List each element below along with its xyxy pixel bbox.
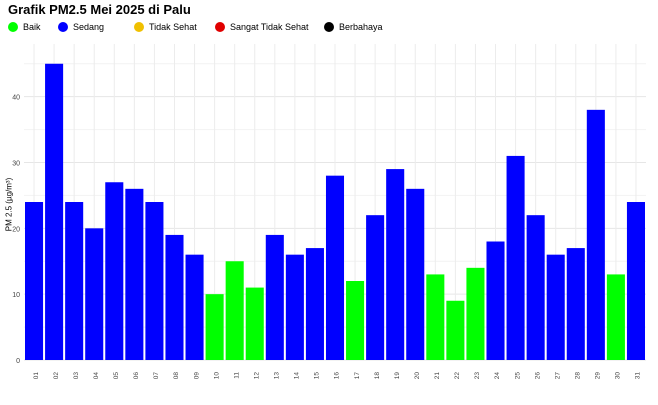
x-tick-label: 04 (93, 372, 100, 380)
bar (165, 234, 184, 360)
x-tick-label: 07 (153, 372, 160, 380)
x-tick-label: 01 (33, 372, 40, 380)
legend-swatch (215, 22, 225, 32)
x-tick-label: 09 (193, 372, 200, 380)
x-tick-label: 15 (314, 372, 321, 380)
x-tick-label: 19 (394, 372, 401, 380)
y-tick-label: 20 (12, 226, 20, 233)
bar (606, 274, 625, 360)
legend-label: Tidak Sehat (149, 22, 197, 32)
x-tick-label: 02 (53, 372, 60, 380)
x-tick-label: 25 (514, 372, 521, 380)
bar (486, 241, 505, 360)
legend-swatch (134, 22, 144, 32)
bar (426, 274, 445, 360)
legend-swatch (324, 22, 334, 32)
bar (366, 215, 385, 360)
bar (285, 254, 304, 360)
x-tick-label: 05 (113, 372, 120, 380)
bar (145, 202, 164, 360)
legend-item: Tidak Sehat (134, 20, 197, 34)
x-tick-label: 14 (294, 372, 301, 380)
x-tick-label: 22 (454, 372, 461, 380)
bar (125, 188, 144, 360)
x-tick-label: 11 (233, 372, 240, 379)
bar (346, 281, 365, 360)
x-tick-label: 30 (615, 372, 622, 380)
x-tick-label: 23 (474, 372, 481, 380)
bar (325, 175, 345, 360)
bar (205, 294, 224, 360)
x-tick-label: 03 (73, 372, 80, 380)
x-tick-label: 06 (133, 372, 140, 380)
y-tick-label: 40 (12, 95, 20, 102)
legend-label: Sangat Tidak Sehat (230, 22, 309, 32)
x-tick-label: 24 (494, 372, 501, 380)
y-axis-label: PM 2.5 (µg/m³) (4, 177, 14, 232)
bar (105, 182, 124, 360)
bar (65, 202, 84, 360)
y-tick-label: 30 (12, 161, 20, 168)
bar (245, 287, 264, 360)
bar (506, 155, 525, 360)
bar (626, 202, 645, 360)
legend-item: Sangat Tidak Sehat (215, 20, 309, 34)
x-tick-label: 31 (635, 372, 642, 380)
x-tick-label: 10 (213, 372, 220, 380)
legend-label: Berbahaya (339, 22, 383, 32)
x-tick-label: 29 (595, 372, 602, 380)
legend-swatch (58, 22, 68, 32)
bar (466, 267, 485, 360)
bar (85, 228, 104, 360)
bar (586, 109, 605, 360)
x-tick-label: 12 (253, 372, 260, 380)
x-tick-label: 13 (274, 372, 281, 380)
legend-item: Berbahaya (324, 20, 383, 34)
y-tick-label: 0 (16, 358, 20, 365)
bar (265, 234, 284, 360)
bar (526, 215, 545, 360)
bar (185, 254, 204, 360)
x-tick-label: 26 (534, 372, 541, 380)
chart-title: Grafik PM2.5 Mei 2025 di Palu (8, 2, 191, 17)
x-tick-label: 17 (354, 372, 361, 380)
bar (406, 188, 425, 360)
y-tick-label: 10 (12, 292, 20, 299)
bar (45, 63, 64, 360)
x-tick-label: 28 (574, 372, 581, 380)
legend-label: Baik (23, 22, 41, 32)
x-tick-label: 18 (374, 372, 381, 380)
x-tick-label: 21 (434, 372, 441, 380)
bar (386, 169, 405, 360)
legend-label: Sedang (73, 22, 105, 32)
x-tick-label: 27 (554, 372, 561, 380)
bar (225, 261, 244, 360)
legend-item: Baik (8, 20, 41, 34)
x-tick-label: 16 (334, 372, 341, 380)
legend-item: Sedang (58, 20, 104, 34)
bar (566, 248, 585, 360)
legend-swatch (8, 22, 18, 32)
bar (25, 202, 44, 360)
bar (305, 248, 324, 360)
chart-legend: Baik Sedang Tidak Sehat Sangat Tidak Sehat B… (8, 20, 648, 34)
bar (546, 254, 565, 360)
bar (446, 300, 465, 360)
x-tick-label: 20 (414, 372, 421, 380)
x-tick-label: 08 (173, 372, 180, 380)
